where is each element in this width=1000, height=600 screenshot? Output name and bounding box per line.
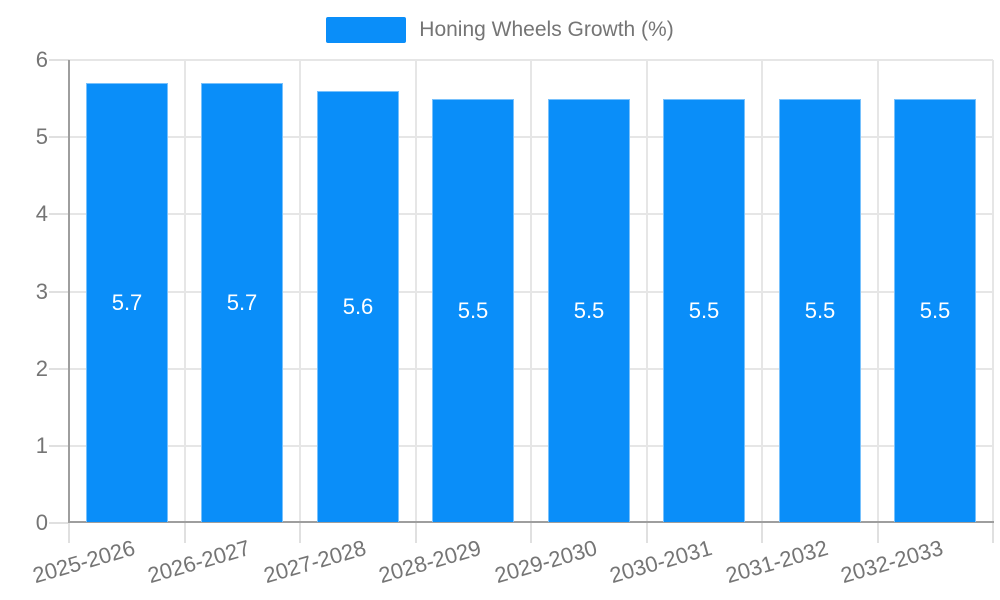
x-axis-tick xyxy=(68,523,70,543)
x-axis-label: 2032-2033 xyxy=(837,535,946,589)
bar-2027-2028[interactable] xyxy=(317,91,399,522)
x-gridline xyxy=(299,60,301,523)
x-axis-label: 2026-2027 xyxy=(144,535,253,589)
bar-value-label: 5.5 xyxy=(573,298,605,323)
bar-2031-2032[interactable] xyxy=(779,99,861,522)
x-axis-tick xyxy=(530,523,532,543)
x-axis-label: 2028-2029 xyxy=(375,535,484,589)
y-axis-tick xyxy=(49,59,69,61)
legend-item[interactable]: Honing Wheels Growth (%) xyxy=(0,17,1000,43)
bar-value-label: 5.5 xyxy=(919,298,951,323)
y-axis-label: 4 xyxy=(35,201,48,226)
y-axis-label: 1 xyxy=(35,433,48,458)
x-axis-tick xyxy=(761,523,763,543)
x-axis-tick xyxy=(299,523,301,543)
y-axis-tick xyxy=(49,213,69,215)
y-axis-label: 0 xyxy=(35,510,48,535)
y-axis-tick xyxy=(49,291,69,293)
x-gridline xyxy=(992,60,994,523)
bar-2025-2026[interactable] xyxy=(86,83,168,522)
x-axis-label: 2029-2030 xyxy=(491,535,600,589)
x-axis-tick xyxy=(646,523,648,543)
legend-swatch xyxy=(326,17,407,43)
x-axis-tick xyxy=(184,523,186,543)
y-axis-tick xyxy=(49,368,69,370)
x-axis-line xyxy=(68,521,994,523)
x-gridline xyxy=(530,60,532,523)
bar-value-label: 5.5 xyxy=(688,298,720,323)
x-axis-tick xyxy=(877,523,879,543)
bar-2029-2030[interactable] xyxy=(548,99,630,522)
x-axis-label: 2031-2032 xyxy=(722,535,831,589)
bar-2032-2033[interactable] xyxy=(894,99,976,522)
bar-value-label: 5.7 xyxy=(111,290,143,315)
x-axis-tick xyxy=(992,523,994,543)
bar-2030-2031[interactable] xyxy=(663,99,745,522)
x-axis-label: 2027-2028 xyxy=(260,535,369,589)
x-axis-label: 2025-2026 xyxy=(29,535,138,589)
y-axis-tick xyxy=(49,522,69,524)
y-axis-label: 6 xyxy=(35,47,48,72)
legend-label: Honing Wheels Growth (%) xyxy=(419,18,674,41)
bar-2026-2027[interactable] xyxy=(201,83,283,522)
x-axis-tick xyxy=(415,523,417,543)
y-axis-line xyxy=(68,60,70,523)
x-gridline xyxy=(184,60,186,523)
y-axis-label: 3 xyxy=(35,279,48,304)
bar-2028-2029[interactable] xyxy=(432,99,514,522)
x-gridline xyxy=(646,60,648,523)
x-gridline xyxy=(415,60,417,523)
x-gridline xyxy=(761,60,763,523)
y-axis-tick xyxy=(49,136,69,138)
y-axis-label: 2 xyxy=(35,356,48,381)
x-gridline xyxy=(877,60,879,523)
bar-value-label: 5.7 xyxy=(226,290,258,315)
bar-value-label: 5.5 xyxy=(804,298,836,323)
y-axis-label: 5 xyxy=(35,124,48,149)
bar-value-label: 5.5 xyxy=(457,298,489,323)
bar-value-label: 5.6 xyxy=(342,294,374,319)
y-axis-tick xyxy=(49,445,69,447)
x-axis-label: 2030-2031 xyxy=(606,535,715,589)
